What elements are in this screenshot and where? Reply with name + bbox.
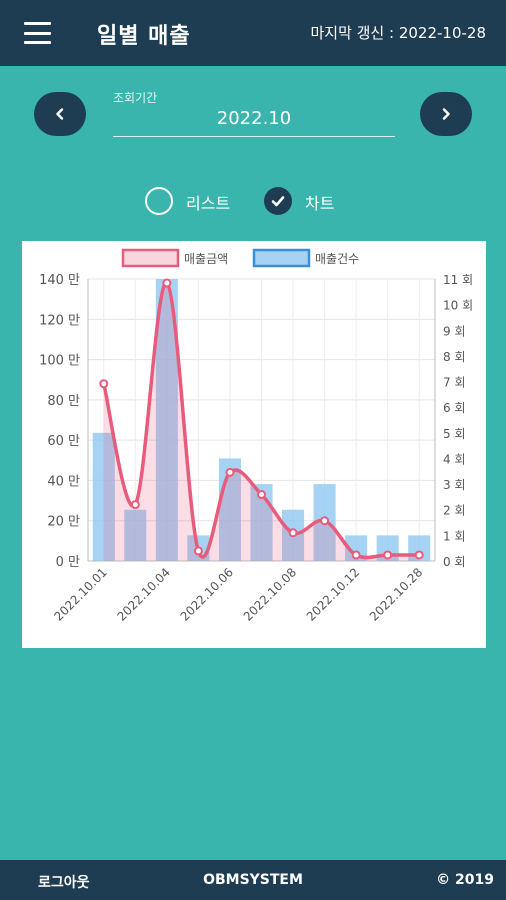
legend-label-count: 매출건수 xyxy=(315,252,359,266)
list-view-label[interactable]: 리스트 xyxy=(186,194,231,213)
y-left-tick-label: 80 만 xyxy=(47,394,80,409)
copyright-text: © 2019 xyxy=(436,872,494,888)
y-left-tick-label: 120 만 xyxy=(39,313,80,328)
legend-swatch-count xyxy=(252,248,311,268)
amount-point xyxy=(320,516,330,526)
period-field[interactable]: 2022.10 xyxy=(113,108,395,137)
amount-point xyxy=(162,278,172,288)
y-left-tick-label: 0 만 xyxy=(56,555,80,570)
chevron-right-icon xyxy=(442,108,450,120)
footer: OBMSYSTEM 로그아웃 © 2019 xyxy=(0,860,506,900)
y-right-tick-label: 8 회 xyxy=(443,350,466,364)
amount-point xyxy=(99,379,109,389)
hamburger-menu-icon[interactable] xyxy=(24,22,51,44)
y-right-tick-label: 6 회 xyxy=(443,401,466,415)
y-right-tick-label: 5 회 xyxy=(443,427,466,441)
logout-button[interactable]: 로그아웃 xyxy=(38,875,90,891)
y-right-tick-label: 4 회 xyxy=(443,452,466,466)
chart-view-label[interactable]: 차트 xyxy=(305,194,335,213)
x-tick-label: 2022.10.12 xyxy=(304,565,362,623)
amount-area-fill xyxy=(103,282,420,561)
previous-month-button[interactable] xyxy=(34,92,86,136)
sales-chart-card: 0 만 20 만 40 만 60 만 80 만 100 만 120 만 140 만 0 회 1 회… xyxy=(22,241,486,648)
x-tick-label: 2022.10.04 xyxy=(114,565,172,623)
amount-point xyxy=(130,500,140,510)
company-name: OBMSYSTEM xyxy=(203,872,303,888)
amount-point xyxy=(288,528,298,538)
chevron-left-icon xyxy=(56,108,64,120)
y-right-tick-label: 0 회 xyxy=(443,555,466,569)
period-label: 조회기간 xyxy=(113,91,158,105)
y-right-tick-label: 2 회 xyxy=(443,504,466,518)
amount-point xyxy=(351,550,361,560)
amount-point xyxy=(225,467,235,477)
y-left-tick-label: 40 만 xyxy=(47,474,80,489)
y-left-tick-label: 140 만 xyxy=(39,273,80,288)
x-tick-label: 2022.10.01 xyxy=(51,565,109,623)
count-bar xyxy=(124,509,147,561)
last-update-label: 마지막 갱신 : 2022-10-28 xyxy=(310,24,486,42)
x-tick-label: 2022.10.06 xyxy=(178,565,236,623)
chart-view-radio[interactable] xyxy=(264,187,292,215)
amount-point xyxy=(383,550,393,560)
y-right-tick-label: 1 회 xyxy=(443,529,466,543)
next-month-button[interactable] xyxy=(420,92,472,136)
checkmark-icon xyxy=(271,196,285,207)
amount-point xyxy=(257,490,266,500)
y-right-tick-label: 10 회 xyxy=(443,299,473,313)
legend-swatch-amount xyxy=(121,248,180,268)
count-bar xyxy=(92,432,115,561)
y-right-tick-label: 11 회 xyxy=(443,273,473,287)
top-bar: 일별 매출 마지막 갱신 : 2022-10-28 xyxy=(0,0,506,66)
y-right-tick-label: 3 회 xyxy=(443,478,466,492)
view-toggle: 리스트 차트 xyxy=(0,184,506,218)
amount-point xyxy=(193,546,203,556)
count-bar xyxy=(155,279,178,561)
amount-point xyxy=(414,550,424,560)
y-left-tick-label: 60 만 xyxy=(47,434,80,449)
legend-label-amount: 매출금액 xyxy=(184,252,228,266)
y-right-tick-label: 7 회 xyxy=(443,376,466,390)
period-selector: 조회기간 2022.10 xyxy=(0,80,506,160)
list-view-radio[interactable] xyxy=(145,187,173,215)
y-right-tick-label: 9 회 xyxy=(443,324,466,338)
x-tick-label: 2022.10.28 xyxy=(367,565,425,623)
daily-sales-chart: 0 만 20 만 40 만 60 만 80 만 100 만 120 만 140 만 0 회 1 회… xyxy=(39,248,473,624)
y-left-tick-label: 20 만 xyxy=(47,515,80,530)
page-title: 일별 매출 xyxy=(97,24,191,49)
y-left-tick-label: 100 만 xyxy=(39,354,80,369)
count-bar xyxy=(345,535,368,561)
x-tick-label: 2022.10.08 xyxy=(241,565,299,623)
